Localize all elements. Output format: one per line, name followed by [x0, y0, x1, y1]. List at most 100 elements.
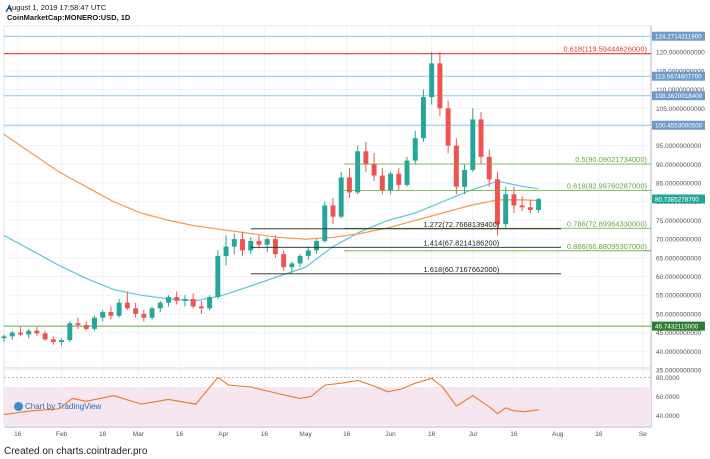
- grid: [4, 26, 651, 425]
- candle-body: [536, 199, 542, 210]
- x-tick-label: 16: [99, 431, 107, 438]
- tradingview-logo-icon: [5, 2, 14, 20]
- y-tick-label: 85.0000000000: [656, 181, 702, 188]
- price-tag-label: 80.7385278700: [655, 196, 699, 203]
- x-tick-label: Feb: [56, 431, 68, 438]
- candle-body: [511, 194, 517, 206]
- x-tick-label: Jul: [469, 431, 478, 438]
- rsi-line: [3, 376, 539, 416]
- plot-area: [3, 25, 652, 426]
- candle-body: [141, 313, 147, 318]
- candle-body: [223, 246, 229, 256]
- candle-body: [174, 297, 180, 301]
- y-tick-label: 35.0000000000: [656, 368, 702, 375]
- y-tick-label: 60.0000000000: [656, 274, 702, 281]
- candle-body: [330, 205, 336, 217]
- candle-body: [519, 205, 525, 208]
- moving-averages: [3, 133, 539, 302]
- candle-body: [346, 177, 352, 193]
- y-tick-label: 40.0000000000: [656, 349, 702, 356]
- rsi-tick-label: 60.0000: [656, 394, 680, 401]
- price-tag-bg: [652, 71, 705, 81]
- candle-body: [83, 325, 89, 329]
- candle-body: [495, 179, 500, 225]
- x-tick-label: 16: [510, 431, 518, 438]
- candle-body: [248, 241, 254, 251]
- tradingview-text: Chart by TradingView: [25, 402, 102, 411]
- price-tag-bg: [652, 31, 705, 41]
- y-tick-label: 65.0000000000: [656, 255, 702, 262]
- candle-body: [50, 339, 56, 342]
- price-tag-label: 113.5674607700: [655, 74, 702, 81]
- x-tick-label: Apr: [218, 431, 229, 438]
- candle-body: [108, 312, 114, 316]
- candles: [1, 52, 542, 346]
- price-tag-bg: [652, 120, 705, 130]
- x-tick-label: 16: [595, 431, 603, 438]
- candle-body: [124, 302, 130, 309]
- x-tick-label: 16: [261, 431, 269, 438]
- y-tick-label: 95.0000000000: [656, 143, 702, 150]
- candle-body: [462, 169, 468, 187]
- candle-body: [404, 160, 410, 185]
- candle-body: [231, 239, 237, 247]
- candle-body: [453, 145, 459, 187]
- candle-body: [182, 298, 188, 301]
- y-tick-label: 90.0000000000: [656, 162, 702, 169]
- candle-body: [470, 119, 476, 170]
- candle-body: [67, 323, 73, 341]
- candle-body: [429, 63, 435, 98]
- rsi-band: [4, 387, 651, 425]
- candle-body: [272, 239, 278, 255]
- candle-body: [264, 239, 270, 245]
- candle-body: [297, 255, 303, 264]
- candle-body: [338, 177, 344, 217]
- price-tag-label: 46.7432115000: [655, 324, 699, 331]
- candle-body: [363, 151, 369, 165]
- candle-body: [503, 194, 509, 225]
- candle-body: [149, 308, 155, 318]
- y-tick-label: 45.0000000000: [656, 330, 702, 337]
- chart-background: [3, 25, 652, 428]
- candle-body: [527, 207, 533, 210]
- fib-label: 0.618(119.59444626000): [563, 45, 647, 54]
- candle-body: [133, 308, 139, 314]
- y-tick-label: 70.0000000000: [656, 237, 702, 244]
- x-tick-label: Aug: [552, 431, 564, 438]
- x-tick-label: Jun: [385, 431, 396, 438]
- tradingview-watermark[interactable]: Chart by TradingView: [14, 402, 102, 412]
- y-tick-label: 50.0000000000: [656, 311, 702, 318]
- candle-body: [215, 255, 221, 298]
- candle-body: [486, 156, 492, 180]
- x-tick-label: 16: [14, 431, 22, 438]
- candle-body: [314, 241, 320, 251]
- candle-body: [388, 173, 394, 191]
- x-tick-label: May: [299, 431, 312, 438]
- symbol-title: CoinMarketCap:MONERO:USD, 1D: [7, 13, 131, 22]
- candle-body: [157, 302, 163, 309]
- candle-body: [305, 250, 311, 256]
- fib-extension-label: 1.618(60.7167662000): [423, 265, 499, 274]
- candle-body: [9, 332, 15, 337]
- rsi-band-fill: [4, 387, 651, 425]
- y-tick-label: 110.0000000000: [656, 87, 705, 94]
- price-tag-bg: [652, 91, 705, 101]
- candle-body: [281, 254, 287, 268]
- candle-body: [116, 302, 122, 316]
- candle-body: [289, 263, 295, 268]
- x-tick-label: 16: [428, 431, 436, 438]
- candle-body: [379, 175, 385, 191]
- fib-extension-label: 1.272(72.7668139400): [423, 220, 499, 229]
- candle-body: [240, 239, 245, 251]
- price-tags: 124.2714311900 113.5674607700 108.36200184…: [652, 31, 705, 331]
- x-tick-label: Se: [639, 431, 647, 438]
- candle-body: [355, 151, 361, 193]
- candle-body: [26, 330, 32, 335]
- candle-body: [412, 138, 418, 161]
- candle-body: [100, 312, 106, 318]
- fib-label: 0.618(82.99760287000): [567, 182, 648, 191]
- fib-label: 0.5(90.09021734000): [575, 155, 647, 164]
- rsi-tick-label: 80.0000: [656, 375, 680, 382]
- moving-average-line: [3, 133, 539, 240]
